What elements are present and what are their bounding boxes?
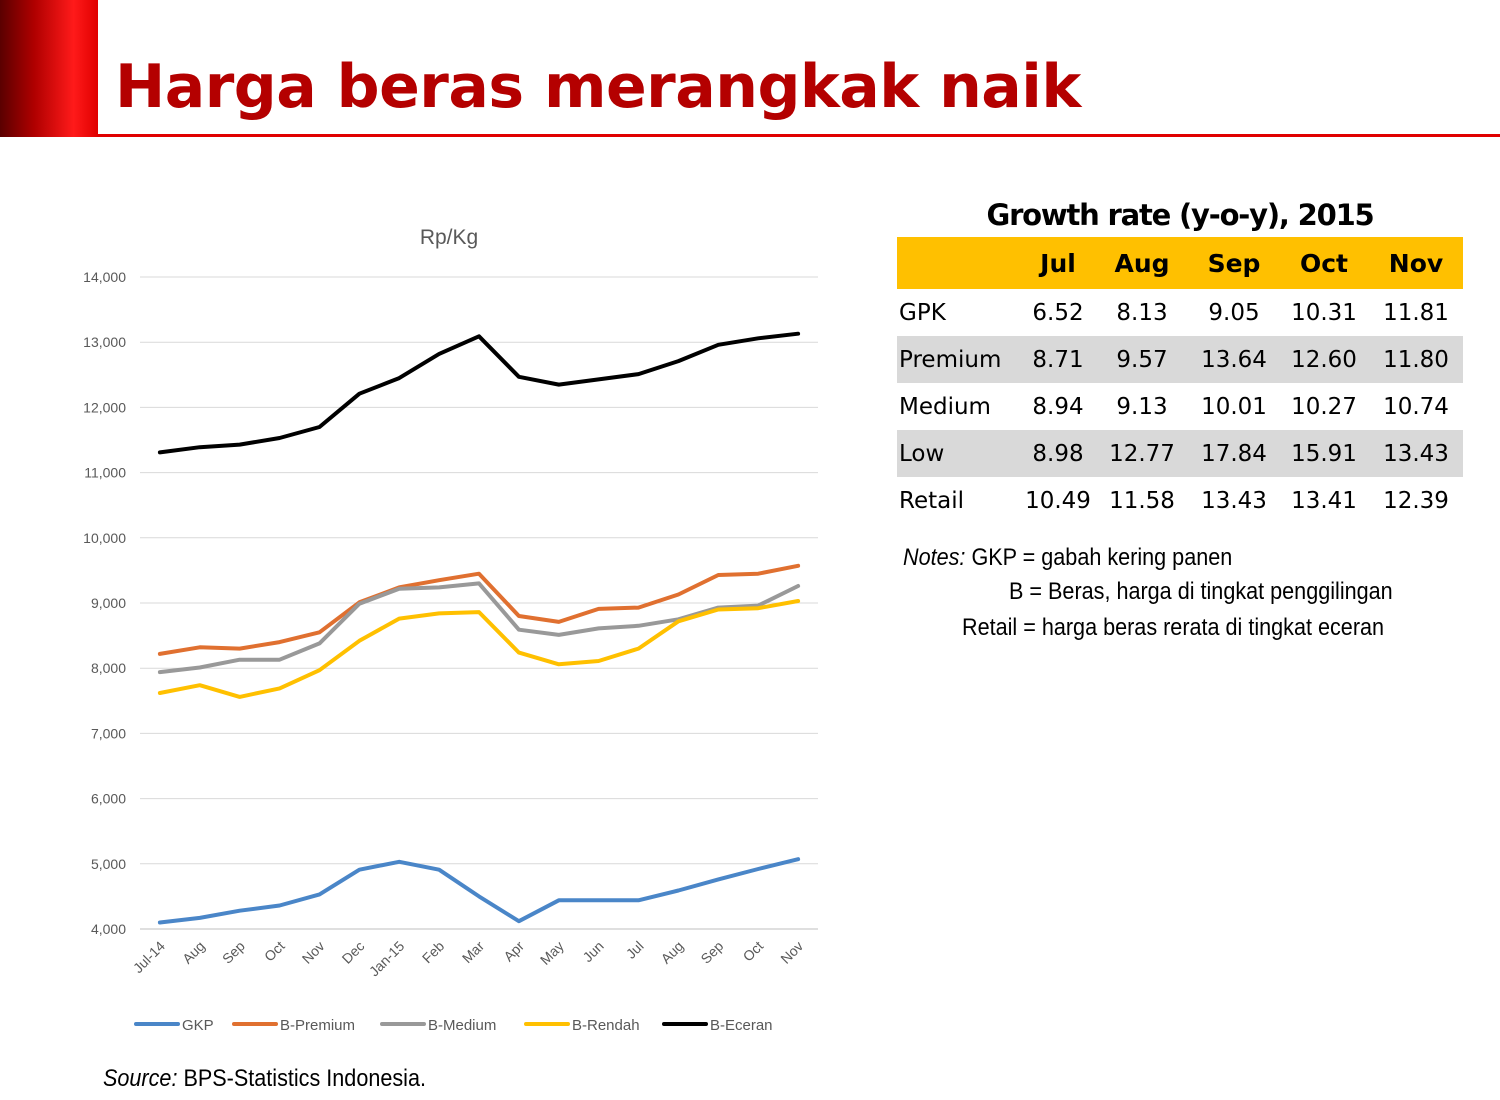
table-cell: 12.39: [1383, 487, 1449, 514]
table-cell: 13.43: [1369, 430, 1463, 477]
table-cell: 17.84: [1189, 430, 1279, 477]
table-cell: 12.60: [1279, 336, 1369, 383]
slide-title: Harga beras merangkak naik: [115, 52, 1081, 122]
x-tick-label: Aug: [658, 938, 687, 967]
table-cell: 13.43: [1201, 487, 1267, 514]
notes-label: Notes:: [903, 544, 966, 571]
table-cell: 8.71: [1021, 336, 1095, 383]
x-tick-label: Jul: [623, 938, 647, 962]
source-label: Source:: [103, 1065, 178, 1092]
table-cell: 10.27: [1291, 393, 1357, 420]
table-cell: 8.94: [1032, 393, 1084, 420]
legend-label: B-Rendah: [572, 1017, 640, 1034]
notes-line-1: Notes: GKP = gabah kering panen: [903, 544, 1232, 572]
row-label: Premium: [897, 336, 1021, 383]
y-tick-label: 8,000: [91, 660, 126, 676]
row-label: Medium: [899, 393, 991, 420]
table-cell: 8.98: [1021, 430, 1095, 477]
table-cell: 10.01: [1201, 393, 1267, 420]
growth-table-title: Growth rate (y-o-y), 2015: [986, 198, 1374, 232]
col-header-aug: Aug: [1095, 237, 1189, 289]
table-cell: 11.58: [1109, 487, 1175, 514]
notes-gkp-text: GKP = gabah kering panen: [971, 544, 1233, 571]
table-row: GPK 6.52 8.13 9.05 10.31 11.81: [897, 289, 1463, 336]
table-corner: [897, 237, 1021, 289]
y-tick-label: 7,000: [91, 725, 126, 741]
series-line-b-premium: [157, 563, 801, 656]
x-tick-label: Sep: [219, 938, 248, 967]
col-header-jul: Jul: [1021, 237, 1095, 289]
y-tick-label: 10,000: [83, 530, 126, 546]
series-line-gkp: [157, 857, 801, 925]
y-tick-label: 11,000: [84, 465, 126, 481]
y-tick-label: 4,000: [91, 921, 126, 937]
table-cell: 13.41: [1291, 487, 1357, 514]
y-tick-label: 13,000: [83, 334, 126, 350]
legend-label: B-Medium: [428, 1017, 496, 1034]
source-text: BPS-Statistics Indonesia.: [183, 1065, 426, 1092]
source-note: Source: BPS-Statistics Indonesia.: [103, 1065, 426, 1093]
notes-line-2: B = Beras, harga di tingkat penggilingan: [1009, 578, 1393, 605]
x-tick-label: Mar: [459, 938, 488, 967]
legend-label: GKP: [182, 1017, 214, 1034]
x-tick-label: Nov: [299, 938, 328, 967]
table-row: Premium 8.71 9.57 13.64 12.60 11.80: [897, 336, 1463, 383]
y-tick-label: 14,000: [83, 269, 126, 285]
x-tick-label: Nov: [777, 938, 806, 967]
table-row: Low 8.98 12.77 17.84 15.91 13.43: [897, 430, 1463, 477]
x-tick-label: Aug: [179, 938, 208, 967]
table-cell: 15.91: [1279, 430, 1369, 477]
table-row: Retail 10.49 11.58 13.43 13.41 12.39: [897, 477, 1463, 524]
x-tick-label: Feb: [419, 938, 448, 967]
series-line-b-rendah: [157, 599, 801, 699]
table-cell: 10.49: [1025, 487, 1091, 514]
table-header-row: Jul Aug Sep Oct Nov: [897, 237, 1463, 289]
row-label: Low: [897, 430, 1021, 477]
x-tick-label: Apr: [500, 938, 527, 965]
table-cell: 12.77: [1095, 430, 1189, 477]
row-label: Retail: [899, 487, 964, 514]
col-header-nov: Nov: [1369, 237, 1463, 289]
table-cell: 11.80: [1369, 336, 1463, 383]
y-tick-label: 5,000: [91, 856, 126, 872]
table-cell: 9.13: [1116, 393, 1168, 420]
y-tick-label: 6,000: [91, 791, 126, 807]
growth-rate-table: Jul Aug Sep Oct Nov GPK 6.52 8.13 9.05 1…: [897, 237, 1463, 524]
x-tick-label: Oct: [740, 938, 767, 965]
col-header-sep: Sep: [1189, 237, 1279, 289]
legend-label: B-Eceran: [710, 1017, 773, 1034]
y-tick-label: 9,000: [91, 595, 126, 611]
x-tick-label: Jan-15: [366, 938, 408, 980]
price-line-chart: Rp/Kg 4,000 5,000 6,000 7,000 8,000 9,000 10,00…: [83, 226, 818, 1034]
table-cell: 11.81: [1383, 299, 1449, 326]
x-tick-label: Dec: [339, 938, 368, 967]
title-accent-bar: [0, 0, 98, 137]
notes-line-3: Retail = harga beras rerata di tingkat e…: [962, 614, 1385, 641]
x-tick-label: Jul-14: [130, 938, 168, 976]
table-row: Medium 8.94 9.13 10.01 10.27 10.74: [897, 383, 1463, 430]
table-cell: 10.31: [1291, 299, 1357, 326]
row-label: GPK: [899, 299, 946, 326]
table-cell: 13.64: [1189, 336, 1279, 383]
table-cell: 10.74: [1383, 393, 1449, 420]
series-line-b-medium: [157, 581, 801, 675]
x-tick-label: Oct: [261, 938, 288, 965]
col-header-oct: Oct: [1279, 237, 1369, 289]
x-tick-label: Sep: [697, 938, 726, 967]
chart-title: Rp/Kg: [420, 226, 478, 249]
y-tick-label: 12,000: [83, 399, 126, 415]
title-underline: [98, 134, 1500, 137]
x-tick-label: Jun: [579, 938, 606, 965]
table-cell: 9.05: [1208, 299, 1260, 326]
series-line-b-eceran: [157, 331, 801, 455]
x-tick-label: May: [537, 938, 567, 968]
legend-label: B-Premium: [280, 1017, 355, 1034]
table-cell: 9.57: [1095, 336, 1189, 383]
table-cell: 6.52: [1032, 299, 1084, 326]
table-cell: 8.13: [1116, 299, 1168, 326]
